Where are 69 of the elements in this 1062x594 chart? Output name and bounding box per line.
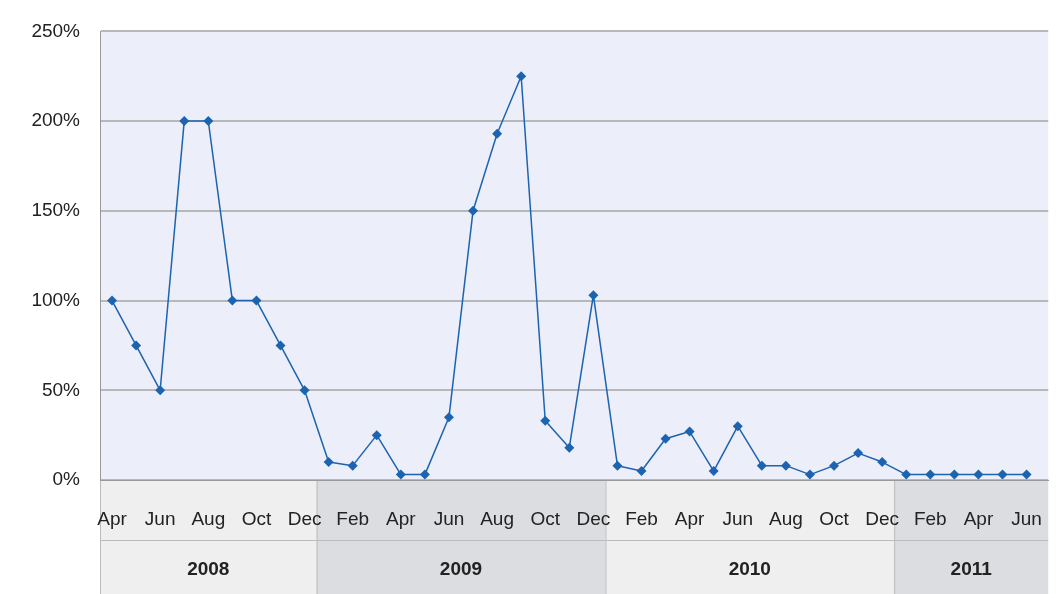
point [443,412,454,423]
point [323,457,334,468]
point [516,71,527,82]
x-tick-label: Feb [625,507,658,529]
point [636,466,647,477]
x-tick-label: Apr [963,507,994,529]
x-tick-label: Dec [287,507,322,529]
point [107,295,118,306]
point [612,460,623,471]
point [419,469,430,480]
x-tick-label: Jun [1011,507,1042,529]
point [299,385,310,396]
point [564,442,575,453]
y-tick-label: 0% [52,468,81,490]
point [155,385,166,396]
x-tick-label: Apr [674,507,706,529]
point [588,290,599,301]
x-tick-label: Jun [144,507,176,529]
point [492,128,503,139]
x-tick-label: Oct [530,507,561,529]
point [756,460,767,471]
x-tick-label: Apr [386,507,417,529]
point [347,460,358,471]
x-tick-label: Jun [722,507,754,529]
x-tick-label: Aug [480,507,515,529]
point [203,116,214,127]
x-tick-label: Oct [819,507,850,529]
x-tick-label: Jun [433,507,465,529]
y-tick-label: 250% [31,19,81,41]
text: 2010 [728,558,771,580]
point [251,295,262,306]
text: 2009 [439,558,483,580]
point [853,448,864,459]
y-tick-label: 150% [31,199,81,221]
point [949,469,960,480]
point [901,469,912,480]
x-tick-label: Feb [913,507,947,529]
y-tick-label: 200% [31,109,81,131]
point [660,433,671,444]
text: 2008 [187,558,230,580]
point [227,295,238,306]
x-tick-label: Aug [191,507,226,529]
point [275,340,286,351]
point [829,460,840,471]
x-tick-label: Feb [336,507,370,529]
point [732,421,743,432]
point [708,466,719,477]
x-tick-label: Aug [769,507,803,529]
point [468,205,479,216]
point [540,415,551,426]
point [395,469,406,480]
point [371,430,382,441]
x-tick-label: Dec [576,507,611,529]
point [877,457,888,468]
text: 2011 [950,558,993,580]
point [804,469,815,480]
point [684,426,695,437]
x-tick-label: Oct [241,507,272,529]
point [1021,469,1032,480]
point [179,116,190,127]
y-tick-label: 50% [41,378,81,400]
point [131,340,142,351]
point [925,469,936,480]
point [780,460,791,471]
point [997,469,1008,480]
y-tick-label: 100% [31,288,81,310]
x-tick-label: Dec [865,507,900,529]
point [973,469,984,480]
x-tick-label: Apr [97,507,128,529]
